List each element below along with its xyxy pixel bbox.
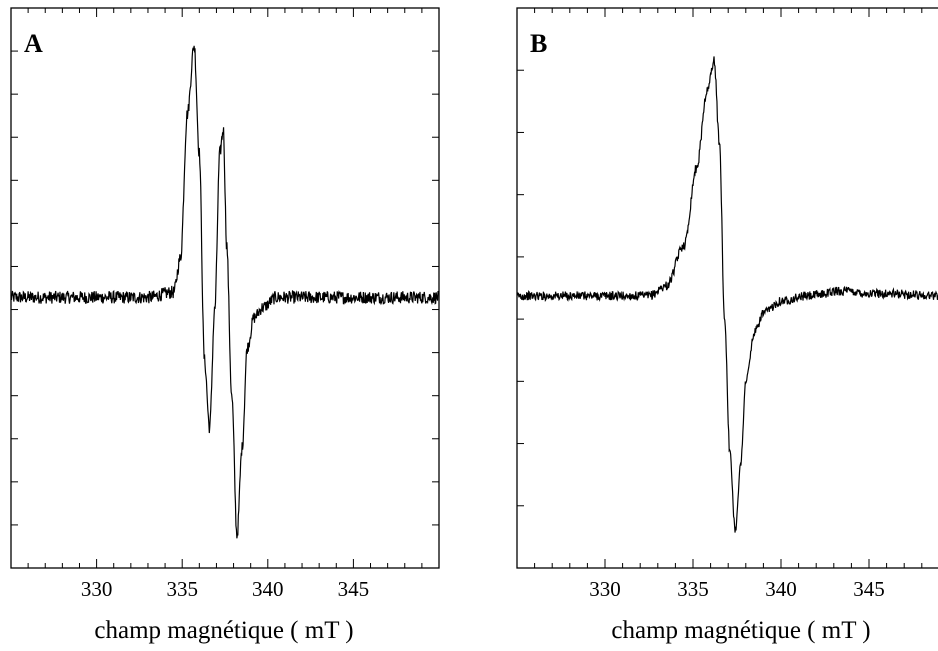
panel-a-ticks — [10, 8, 439, 568]
x-tick-label: 345 — [338, 577, 370, 601]
panel-a-tick-labels: 330 335 340 345 — [81, 577, 369, 601]
x-tick-label: 340 — [765, 577, 797, 601]
panel-b-spectrum-line — [516, 56, 938, 533]
x-tick-label: 330 — [81, 577, 113, 601]
panel-a-letter: A — [24, 29, 43, 58]
panel-a-spectrum-line — [10, 45, 440, 539]
panel-b: B 330 335 340 345 champ magnétique ( mT ) — [516, 7, 938, 644]
panel-b-tick-labels: 330 335 340 345 — [589, 577, 885, 601]
x-tick-label: 340 — [252, 577, 284, 601]
panel-a-frame — [10, 7, 440, 569]
panel-a-x-axis-title: champ magnétique ( mT ) — [94, 617, 353, 644]
panel-b-letter: B — [530, 29, 547, 58]
panel-a: A 330 335 340 345 champ magnétique ( mT ) — [10, 7, 440, 644]
panel-b-x-axis-title: champ magnétique ( mT ) — [611, 617, 870, 644]
panel-b-frame — [516, 7, 938, 569]
x-tick-label: 335 — [677, 577, 709, 601]
x-tick-label: 330 — [589, 577, 621, 601]
x-tick-label: 335 — [166, 577, 198, 601]
panel-b-ticks — [516, 8, 923, 568]
x-tick-label: 345 — [853, 577, 885, 601]
